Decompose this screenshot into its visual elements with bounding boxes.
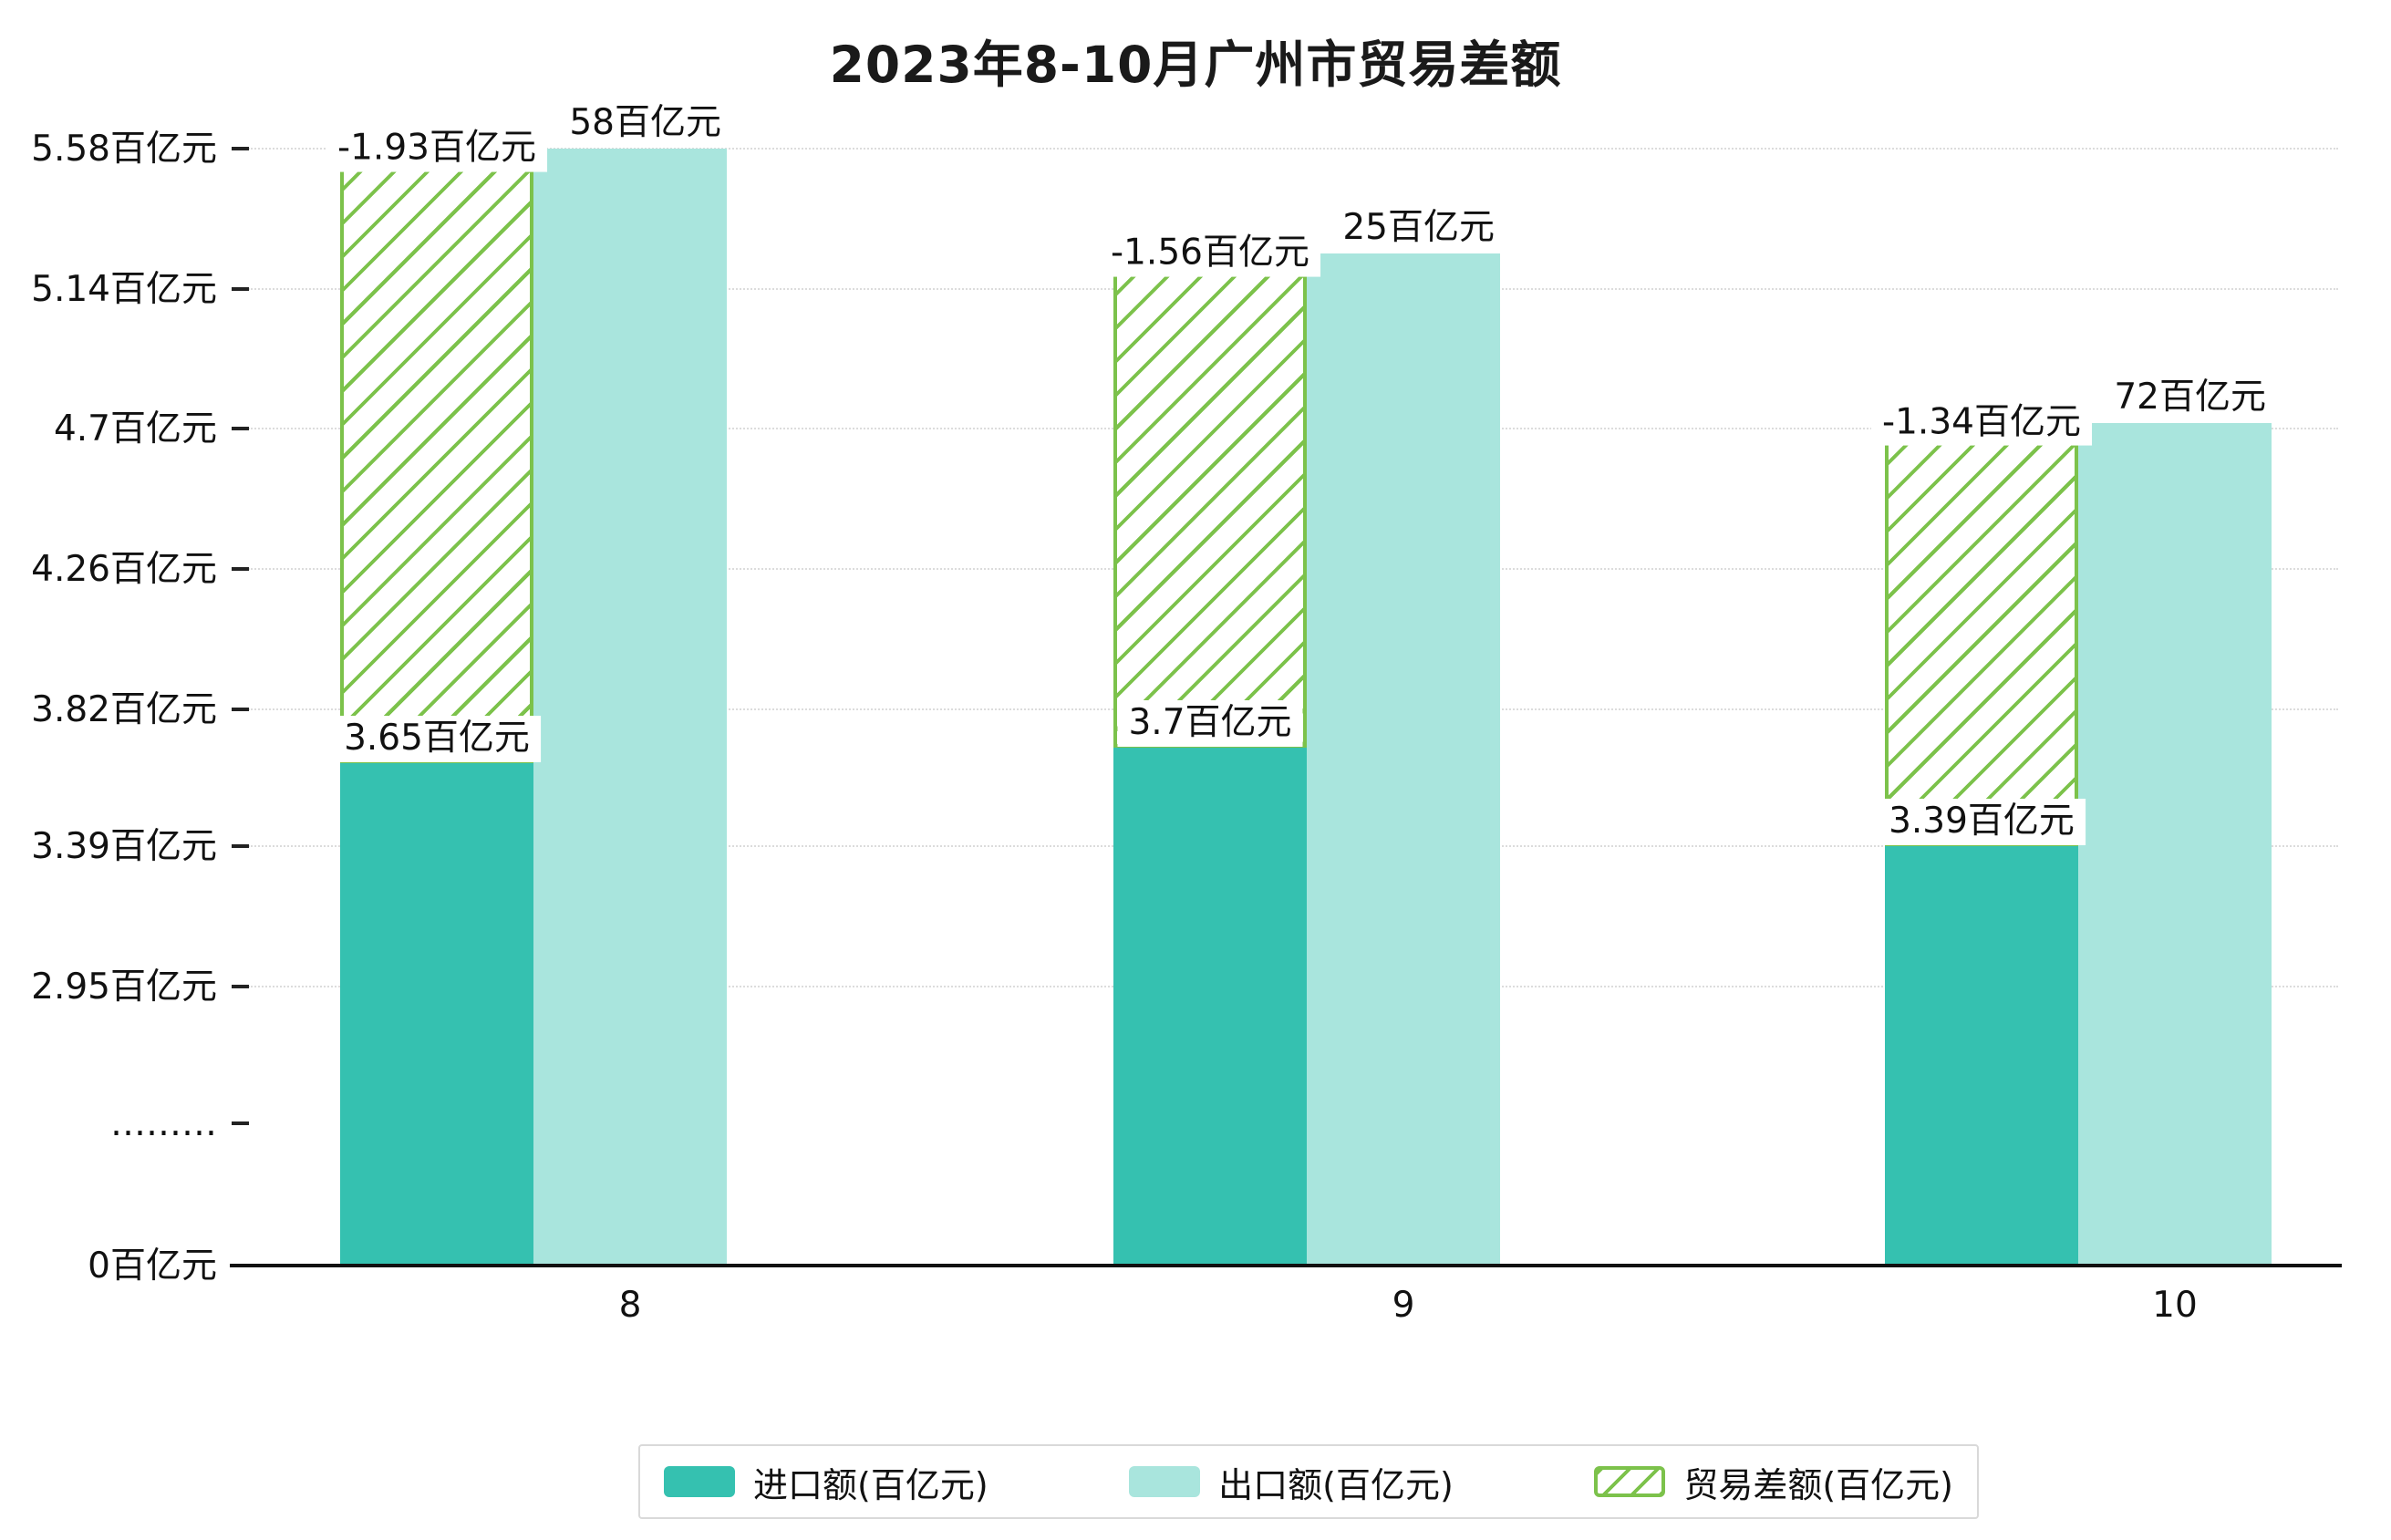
x-tick-label: 9 — [1392, 1285, 1415, 1326]
value-label-export: 58百亿元 — [569, 102, 721, 143]
legend-item-export: 出口额(百亿元) — [1129, 1457, 1454, 1507]
value-label-balance: -1.34百亿元 — [1871, 399, 2092, 446]
bar-import-10 — [1885, 846, 2078, 1266]
balance-swatch — [1594, 1466, 1666, 1497]
x-tick-label: 8 — [618, 1285, 642, 1326]
y-tick-label: 3.39百亿元 — [31, 826, 217, 868]
bar-trade-balance-9 — [1113, 253, 1307, 748]
y-tick-label: 4.7百亿元 — [53, 408, 217, 450]
value-label-export: 72百亿元 — [2114, 376, 2266, 418]
legend-label-import: 进口额(百亿元) — [753, 1464, 988, 1505]
value-label-export: 25百亿元 — [1342, 207, 1495, 249]
x-axis-line — [230, 1264, 2342, 1267]
bar-export-8 — [533, 149, 727, 1266]
gridline — [248, 148, 2338, 150]
y-tick-mark — [232, 286, 249, 291]
bar-import-9 — [1113, 747, 1307, 1266]
legend-label-balance: 贸易差额(百亿元) — [1683, 1464, 1953, 1505]
legend-label-export: 出口额(百亿元) — [1218, 1464, 1454, 1505]
y-tick-label: 3.82百亿元 — [31, 688, 217, 730]
y-tick-mark — [232, 707, 249, 711]
x-tick-label: 10 — [2152, 1285, 2198, 1326]
y-tick-mark — [232, 985, 249, 988]
y-tick-label: 5.58百亿元 — [31, 129, 217, 170]
value-label-import: 3.7百亿元 — [1117, 699, 1303, 747]
bar-trade-balance-8 — [340, 149, 533, 764]
y-tick-mark — [232, 844, 249, 849]
bar-import-8 — [340, 763, 533, 1266]
bar-trade-balance-10 — [1885, 422, 2078, 847]
y-tick-mark — [232, 567, 249, 572]
legend-item-balance: 贸易差额(百亿元) — [1594, 1457, 1953, 1507]
bar-export-9 — [1307, 253, 1500, 1266]
y-tick-mark — [232, 147, 249, 150]
export-swatch — [1129, 1466, 1201, 1497]
legend: 进口额(百亿元) 出口额(百亿元) 贸易差额(百亿元) — [638, 1444, 1979, 1519]
y-tick-mark — [232, 1121, 249, 1125]
y-tick-label: 2.95百亿元 — [31, 966, 217, 1008]
legend-item-import: 进口额(百亿元) — [664, 1457, 988, 1507]
y-tick-label: ……… — [110, 1103, 217, 1144]
y-tick-mark — [232, 427, 249, 431]
value-label-import: 3.65百亿元 — [333, 716, 541, 763]
y-tick-label: 4.26百亿元 — [31, 549, 217, 591]
value-label-balance: -1.93百亿元 — [326, 125, 547, 172]
y-tick-label: 5.14百亿元 — [31, 268, 217, 310]
value-label-balance: -1.56百亿元 — [1100, 230, 1320, 277]
import-swatch — [664, 1466, 735, 1497]
value-label-import: 3.39百亿元 — [1878, 799, 2086, 846]
chart-title: 2023年8-10月广州市贸易差额 — [829, 36, 1562, 94]
bar-export-10 — [2078, 422, 2272, 1266]
y-tick-label: 0百亿元 — [88, 1245, 217, 1287]
